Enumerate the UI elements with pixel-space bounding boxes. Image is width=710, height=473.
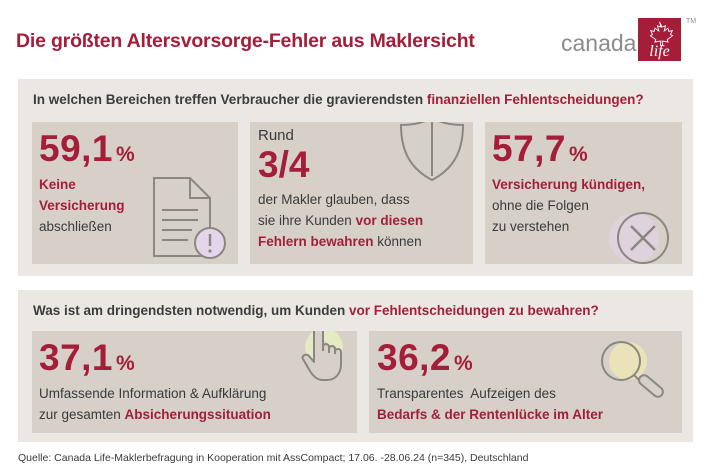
- stat-label-line1: Transparentes Aufzeigen des: [377, 386, 556, 401]
- stat-card-no-insurance: 59,1% Keine Versicherung abschließen: [32, 122, 238, 264]
- section-1-question: In welchen Bereichen treffen Verbraucher…: [33, 92, 644, 107]
- stat-label-line3: abschließen: [39, 219, 112, 234]
- stat-label-line2: sie ihre Kunden vor diesen: [258, 210, 423, 231]
- section-2-question-highlight: vor Fehlentscheidungen zu bewahren?: [349, 303, 599, 318]
- stat-label-line1: Versicherung kündigen,: [492, 177, 646, 192]
- stat-card-transparency: 36,2% Transparentes Aufzeigen des Bedarf…: [369, 331, 682, 433]
- magnifier-icon: [601, 341, 664, 398]
- stat-label-line2-highlight: Absicherungssituation: [124, 407, 271, 422]
- stat-label-line1: Keine: [39, 177, 76, 192]
- stat-unit: %: [116, 352, 136, 375]
- stat-label-line3-highlight: Fehlern bewahren: [258, 234, 374, 249]
- stat-card-information: 37,1% Umfassende Information & Aufklärun…: [32, 331, 357, 433]
- brand-name: canada: [561, 30, 637, 56]
- stat-value: 59,1%: [39, 128, 135, 170]
- cancel-circle-icon: [609, 212, 669, 264]
- stat-unit: %: [569, 143, 589, 166]
- stat-prefix: Rund: [258, 127, 294, 144]
- document-warning-icon: [153, 177, 226, 259]
- stat-label-line2: Bedarfs & der Rentenlücke im Alter: [377, 407, 604, 422]
- section-2-question: Was ist am dringendsten notwendig, um Ku…: [33, 303, 599, 318]
- shield-icon: [399, 122, 465, 182]
- stat-number: 3/4: [258, 144, 310, 185]
- stat-value: 57,7%: [492, 128, 588, 170]
- stat-label-line3: Fehlern bewahren können: [258, 231, 422, 252]
- stat-label-line2: zur gesamten Absicherungssituation: [39, 404, 271, 425]
- stat-number: 57,7: [492, 128, 567, 169]
- stat-card-brokers: Rund 3/4 der Makler glauben, dass sie ih…: [250, 122, 473, 264]
- stat-label-line3: zu verstehen: [492, 219, 570, 234]
- maple-leaf-icon: life: [649, 21, 674, 60]
- stat-value: 36,2%: [377, 337, 473, 379]
- stat-label-line1: Umfassende Information & Aufklärung: [39, 386, 267, 401]
- stat-number: 59,1: [39, 128, 114, 169]
- stat-label-line2: ohne die Folgen: [492, 198, 589, 213]
- stat-number: 36,2: [377, 337, 452, 378]
- section-1-question-highlight: finanziellen Fehlentscheidungen?: [426, 92, 644, 107]
- stat-value: 37,1%: [39, 337, 135, 379]
- stat-label-line2-highlight: vor diesen: [355, 213, 424, 228]
- stat-label-line2-text: zur gesamten: [39, 407, 125, 422]
- stat-label-line2-text: sie ihre Kunden: [258, 213, 356, 228]
- stat-card-cancel-insurance: 57,7% Versicherung kündigen, ohne die Fo…: [485, 122, 682, 264]
- brand-logo: life: [638, 18, 681, 61]
- pointing-hand-icon: [301, 331, 343, 381]
- source-note: Quelle: Canada Life-Maklerbefragung in K…: [18, 452, 529, 464]
- brand-logo-text: life: [649, 43, 669, 60]
- trademark: TM: [686, 18, 697, 25]
- stat-label-line3-text: können: [373, 234, 422, 249]
- page-title: Die größten Altersvorsorge-Fehler aus Ma…: [16, 30, 475, 52]
- section-2-question-text: Was ist am dringendsten notwendig, um Ku…: [33, 303, 350, 318]
- section-1-question-text: In welchen Bereichen treffen Verbraucher…: [33, 92, 427, 107]
- stat-unit: %: [116, 143, 136, 166]
- stat-number: 37,1: [39, 337, 114, 378]
- stat-label-line1: der Makler glauben, dass: [258, 192, 410, 207]
- stat-label-line2: Versicherung: [39, 198, 125, 213]
- stat-unit: %: [454, 352, 474, 375]
